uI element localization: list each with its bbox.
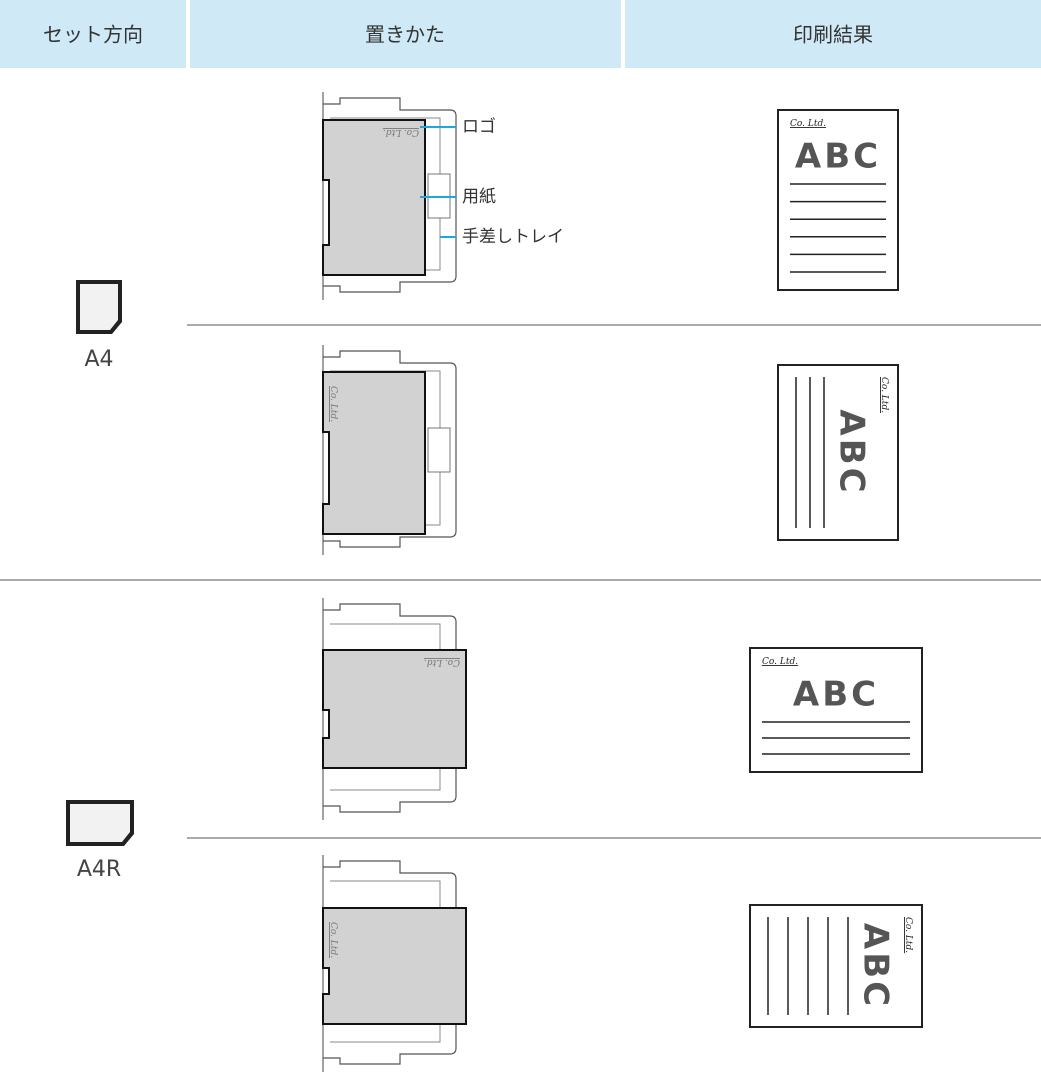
result-text: ABC [793,675,879,715]
tray-diagram: Co. Ltd. [322,855,467,1072]
result-text: ABC [795,137,881,177]
paper-logo: Co. Ltd. [328,922,338,958]
result-text: ABC [856,923,896,1009]
tray-diagram: Co. Ltd. [322,598,467,820]
paper [322,119,426,276]
result: Co. Ltd. ABC [749,647,923,773]
paper-logo: Co. Ltd. [424,657,460,667]
header-cell [625,0,1041,68]
paper [322,371,426,535]
orientation-label: A4 [84,347,113,372]
header-cell [0,0,186,68]
header-text: 印刷結果 [793,23,873,47]
result-logo: Co. Ltd. [790,119,826,129]
paper [322,907,467,1025]
tray-slot [427,427,451,473]
paper-logo: Co. Ltd. [328,386,338,422]
landscape-icon [66,800,134,846]
paper [322,649,467,769]
result-page [777,109,899,291]
result-page [749,904,923,1028]
callout-label: ロゴ [462,116,496,137]
tray-body [323,350,457,548]
header-text: セット方向 [43,23,143,47]
result: Co. Ltd. ABC [777,364,899,541]
result-logo: Co. Ltd. [903,917,913,953]
tray-diagram: Co. Ltd. [322,345,457,555]
header-cell [190,0,621,68]
result-logo: Co. Ltd. [762,657,798,667]
result: Co. Ltd. ABC [749,904,923,1028]
result-logo: Co. Ltd. [879,377,889,413]
portrait-icon [76,280,122,334]
paper-logo: Co. Ltd. [383,127,419,137]
callout-label: 用紙 [462,187,496,207]
result-text: ABC [832,409,872,495]
orientation-label: A4R [77,857,121,882]
header-text: 置きかた [365,23,445,47]
result-page [749,647,923,773]
callout-label: 手差しトレイ [462,227,564,247]
result-page [777,364,899,541]
result: Co. Ltd. ABC [777,109,899,291]
